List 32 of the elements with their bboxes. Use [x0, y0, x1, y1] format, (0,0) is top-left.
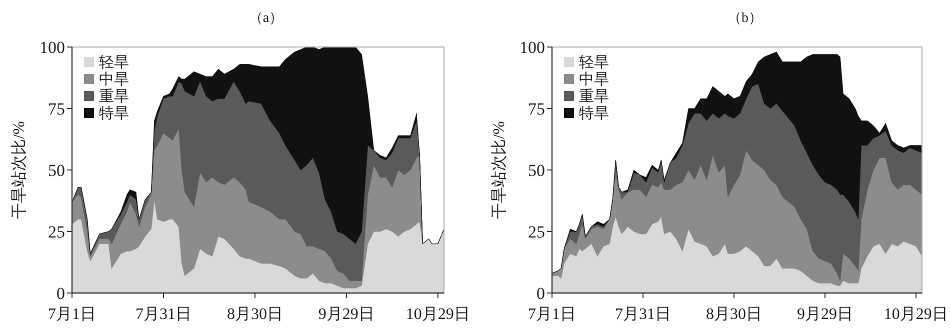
y-axis-title: 干旱站次比/%	[490, 121, 508, 219]
y-tick-label: 75	[48, 100, 65, 118]
y-tick-label: 25	[528, 222, 545, 242]
legend-label: 特旱	[579, 105, 609, 122]
legend-label: 中旱	[99, 71, 129, 88]
x-tick-label: 7月31日	[614, 306, 671, 323]
legend-label: 中旱	[579, 71, 609, 88]
y-tick-label: 0	[536, 284, 545, 303]
x-tick-label: 9月29日	[318, 306, 374, 323]
x-tick-label: 7月1日	[48, 306, 96, 323]
x-tick-label: 7月1日	[528, 306, 576, 323]
x-tick-label: 7月31日	[135, 306, 192, 323]
x-tick-label: 10月29日	[406, 306, 470, 323]
chart-title: （b）	[728, 11, 762, 26]
y-tick-label: 50	[48, 161, 65, 180]
y-tick-label: 25	[48, 222, 65, 242]
x-tick-label: 8月30日	[706, 306, 762, 323]
y-tick-label: 50	[528, 161, 545, 180]
legend-label: 重旱	[579, 88, 609, 105]
y-tick-label: 100	[40, 38, 65, 57]
y-axis-title: 干旱站次比/%	[10, 121, 28, 219]
legend-label: 轻旱	[99, 54, 129, 71]
y-tick-label: 100	[520, 38, 545, 57]
legend-label: 轻旱	[579, 54, 609, 71]
legend-label: 特旱	[99, 105, 129, 122]
x-tick-label: 9月29日	[796, 306, 853, 323]
legend-label: 重旱	[99, 88, 129, 105]
y-tick-label: 75	[528, 100, 545, 118]
x-tick-label: 10月29日	[884, 306, 948, 323]
chart-title: （a）	[248, 11, 284, 26]
x-tick-label: 8月30日	[226, 306, 283, 323]
y-tick-label: 0	[56, 284, 65, 303]
